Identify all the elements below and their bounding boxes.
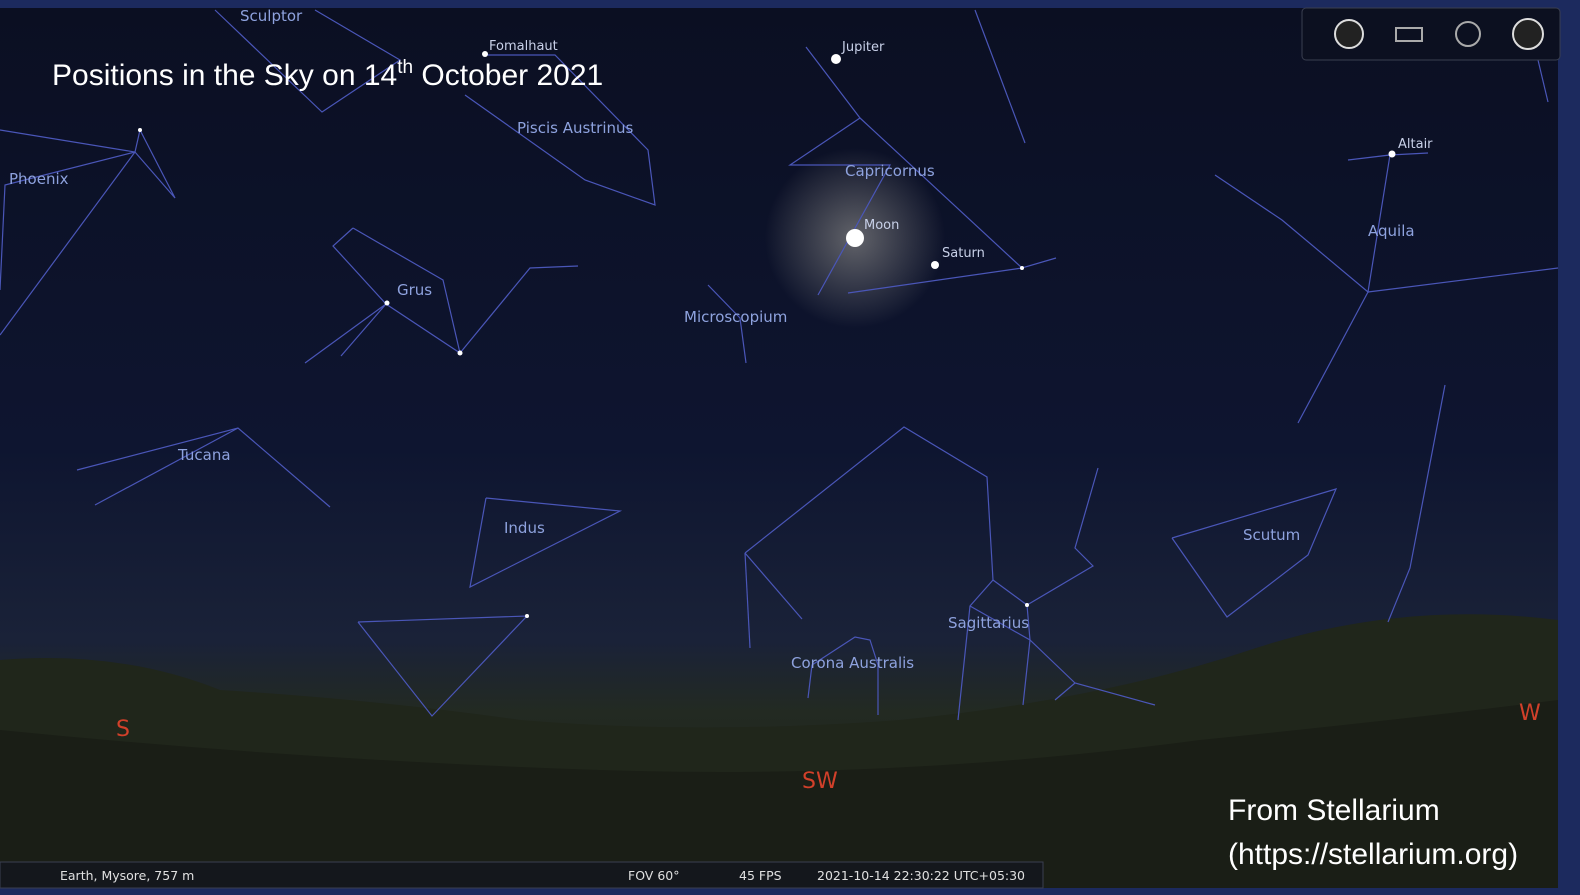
constellation-label: Phoenix [9, 170, 69, 188]
constellation-label: Indus [504, 519, 545, 537]
constellation-label: Sculptor [240, 7, 303, 25]
constellation-label: Scutum [1243, 526, 1300, 544]
ground [0, 700, 1558, 888]
toolbar-button[interactable] [1334, 19, 1364, 49]
constellation-label: Grus [397, 281, 432, 299]
object-label: Altair [1398, 137, 1433, 152]
slide-title: Positions in the Sky on 14th October 202… [52, 57, 603, 92]
cardinal: W [1519, 701, 1541, 726]
title-rest: October 2021 [413, 59, 603, 92]
credit-line: From Stellarium [1228, 794, 1440, 827]
constellation-label: Capricornus [845, 162, 935, 180]
status-fov: FOV 60° [628, 868, 680, 883]
object-label: Saturn [942, 246, 985, 261]
constellation-label: Sagittarius [948, 614, 1029, 632]
credit-line: (https://stellarium.org) [1228, 838, 1518, 871]
toolbar-button[interactable] [1395, 27, 1423, 42]
stars [138, 51, 1396, 618]
labels: Sculptor Piscis Austrinus Phoenix Capric… [9, 7, 1541, 794]
object-label: Jupiter [841, 40, 885, 55]
cardinal: S [116, 717, 130, 742]
toolbar [1301, 7, 1561, 61]
constellation-label: Microscopium [684, 308, 787, 326]
status-location: Earth, Mysore, 757 m [60, 868, 194, 883]
status-fps: 45 FPS [739, 868, 782, 883]
object-label: Moon [864, 218, 899, 233]
status-bar: Earth, Mysore, 757 m FOV 60° 45 FPS 2021… [0, 861, 1044, 889]
title-text: Positions in the Sky on 14 [52, 59, 397, 92]
constellation-label: Corona Australis [791, 654, 914, 672]
object-label: Fomalhaut [489, 39, 558, 54]
toolbar-panel [1301, 7, 1561, 61]
status-datetime: 2021-10-14 22:30:22 UTC+05:30 [817, 868, 1025, 883]
status-panel [0, 861, 1044, 889]
constellation-label: Piscis Austrinus [517, 119, 634, 137]
toolbar-button[interactable] [1455, 21, 1481, 47]
cardinal: SW [802, 769, 838, 794]
title-sup: th [397, 57, 413, 78]
constellation-lines [0, 9, 1559, 721]
constellation-label: Aquila [1368, 222, 1415, 240]
constellation-label: Tucana [177, 446, 231, 464]
toolbar-button[interactable] [1512, 18, 1544, 50]
